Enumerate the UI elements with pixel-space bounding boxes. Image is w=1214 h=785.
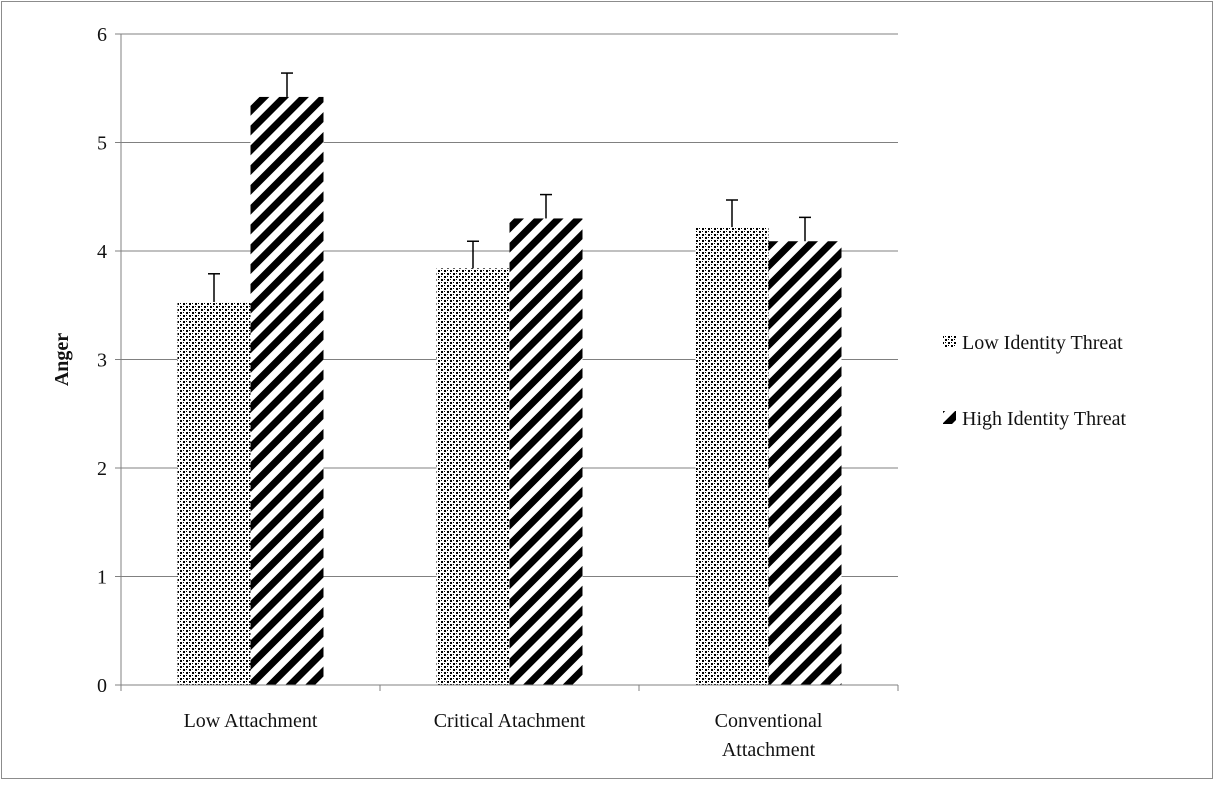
bar xyxy=(250,96,324,686)
labels: 0 1 2 3 4 5 6 Anger Low Attachment Critical Atach… xyxy=(51,24,823,761)
bar xyxy=(768,241,842,686)
y-axis-title: Anger xyxy=(51,333,73,386)
x-category-label: Critical Atachment xyxy=(434,710,586,732)
bar xyxy=(436,268,510,685)
y-tick-label: 0 xyxy=(97,675,107,697)
legend-swatch xyxy=(943,335,956,348)
y-tick-label: 1 xyxy=(97,567,107,589)
y-tick-label: 2 xyxy=(97,458,107,480)
x-category-label: Attachment xyxy=(722,739,816,761)
bar xyxy=(177,301,251,685)
y-tick-label: 5 xyxy=(97,133,107,155)
x-category-label: Conventional xyxy=(715,710,823,732)
y-tick-label: 4 xyxy=(97,241,107,263)
y-tick-label: 6 xyxy=(97,24,107,46)
legend-label: Low Identity Threat xyxy=(962,332,1123,354)
bar xyxy=(695,227,769,685)
axes xyxy=(115,33,899,691)
legend-label: High Identity Threat xyxy=(962,408,1126,430)
y-tick-label: 3 xyxy=(97,350,107,372)
legend-swatch xyxy=(943,411,956,424)
legend: Low Identity Threat High Identity Threat xyxy=(943,332,1126,430)
x-category-label: Low Attachment xyxy=(184,710,318,732)
bars xyxy=(177,72,842,686)
bar xyxy=(509,218,583,685)
